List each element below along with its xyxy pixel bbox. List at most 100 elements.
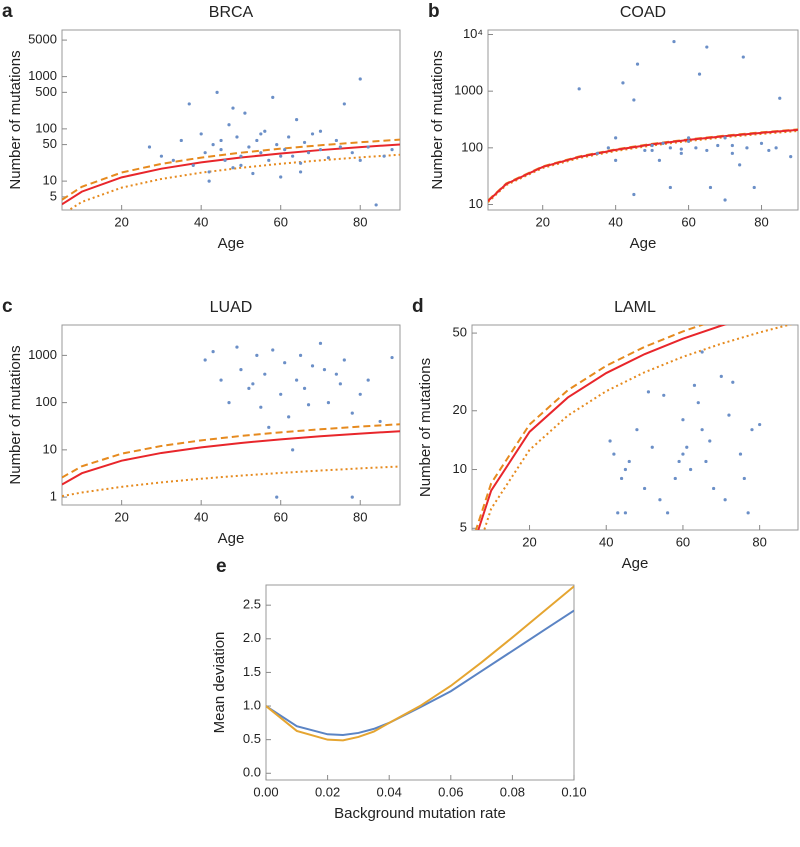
panel-letter: a: [2, 1, 13, 22]
y-tick-label: 1000: [28, 347, 57, 362]
y-tick-label: 5: [460, 520, 467, 535]
point: [338, 145, 342, 149]
point: [657, 158, 662, 163]
point: [614, 136, 618, 140]
point: [378, 419, 382, 424]
point: [279, 392, 283, 396]
x-tick-label: 80: [353, 214, 367, 229]
plot-area: [62, 77, 400, 210]
x-tick-label: 0.04: [377, 784, 402, 799]
y-tick-label: 100: [35, 120, 57, 135]
point: [632, 192, 636, 197]
point: [705, 45, 709, 49]
point: [199, 132, 203, 136]
point: [759, 141, 764, 145]
point: [632, 98, 636, 102]
x-axis-label: Background mutation rate: [334, 805, 506, 822]
fit-line: [488, 128, 798, 202]
y-tick-label: 50: [453, 325, 467, 340]
x-tick-label: 0.02: [315, 784, 340, 799]
point: [646, 390, 651, 394]
point: [623, 467, 628, 472]
point: [247, 145, 251, 149]
point: [708, 185, 713, 190]
point: [679, 147, 683, 151]
point: [742, 476, 746, 481]
x-tick-label: 60: [676, 534, 690, 549]
x-tick-label: 0.00: [253, 784, 278, 799]
point: [700, 350, 704, 354]
x-tick-label: 40: [608, 214, 622, 229]
point: [696, 401, 700, 405]
y-tick-label: 500: [35, 84, 57, 99]
point: [318, 129, 323, 133]
point: [366, 378, 370, 382]
plot-frame: [471, 324, 799, 531]
point: [745, 146, 749, 150]
point: [338, 382, 342, 386]
panel: 20 40 60 80 10 100 1000 10⁴ b COAD Age Number of mu…: [428, 1, 799, 252]
plot-area: [488, 39, 798, 203]
point: [187, 102, 191, 106]
point: [738, 163, 742, 167]
point: [752, 185, 756, 190]
point: [251, 171, 255, 176]
plot-area: [62, 341, 400, 499]
fit-line: [488, 128, 798, 202]
point: [219, 148, 223, 152]
point: [686, 139, 691, 143]
point: [179, 138, 183, 143]
fit-line: [62, 465, 400, 498]
point: [778, 96, 782, 100]
point: [219, 138, 223, 143]
y-axis-label: Number of mutations: [429, 50, 446, 189]
point: [621, 81, 625, 85]
point: [287, 135, 291, 139]
point: [661, 141, 665, 145]
point: [758, 422, 762, 427]
point: [723, 198, 727, 202]
point: [279, 154, 283, 158]
point: [767, 148, 771, 153]
point: [616, 511, 620, 515]
point: [267, 158, 271, 162]
point: [716, 143, 720, 148]
point: [673, 476, 677, 481]
y-tick-label: 2.5: [243, 597, 261, 612]
point: [681, 418, 685, 422]
point: [306, 403, 311, 407]
y-tick-label: 50: [43, 136, 57, 151]
x-tick-label: 80: [353, 509, 367, 524]
x-tick-label: 20: [522, 534, 536, 549]
point: [642, 486, 647, 491]
point: [326, 156, 331, 160]
point: [658, 498, 662, 502]
point: [342, 358, 346, 362]
point: [291, 154, 295, 158]
y-axis-label: Mean deviation: [211, 632, 228, 734]
point: [271, 348, 275, 352]
point: [306, 151, 311, 155]
point: [191, 163, 195, 167]
fit-line: [483, 325, 793, 530]
point: [650, 148, 654, 153]
plot-frame: [61, 29, 401, 211]
series-line: [266, 585, 574, 742]
point: [147, 145, 152, 149]
point: [271, 95, 275, 100]
point: [259, 151, 263, 155]
point: [235, 135, 239, 139]
point: [746, 511, 750, 515]
point: [211, 142, 215, 147]
point: [708, 439, 712, 443]
point: [608, 439, 612, 443]
point: [227, 123, 231, 127]
point: [738, 452, 743, 456]
point: [723, 136, 727, 140]
point: [239, 368, 243, 372]
point: [227, 401, 231, 405]
y-tick-label: 100: [35, 394, 57, 409]
point: [267, 425, 271, 429]
point: [231, 166, 235, 170]
fit-line: [67, 153, 400, 210]
